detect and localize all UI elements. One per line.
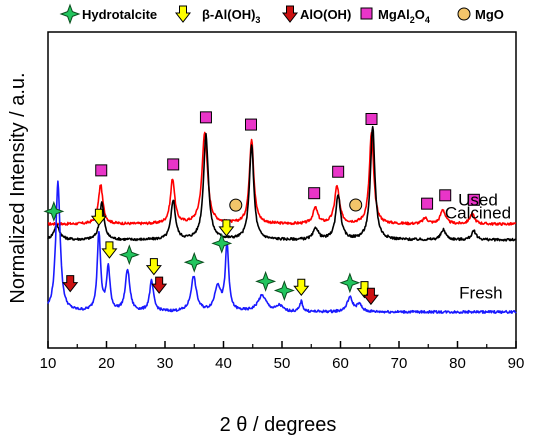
square-marker	[332, 165, 345, 178]
square-marker	[365, 112, 378, 125]
star-marker	[273, 280, 295, 302]
arrow-marker	[293, 278, 310, 297]
legend-sub-beta-aloh3: 3	[255, 15, 260, 25]
peak-markers	[43, 111, 480, 306]
series-line-fresh	[47, 180, 517, 314]
legend-label-alooh: AlO(OH)	[300, 7, 351, 22]
x-tick-label: 20	[98, 355, 115, 372]
circle-marker	[349, 198, 363, 212]
legend-item-mgo: MgO	[457, 7, 504, 22]
arrow-marker	[151, 276, 168, 294]
square-marker	[439, 189, 452, 202]
star-marker	[183, 251, 205, 273]
arrow-marker	[62, 275, 79, 293]
x-tick-label: 90	[508, 355, 525, 372]
series-label-calcined: Calcined	[445, 203, 511, 222]
down-arrow-icon	[174, 5, 192, 23]
legend-sub1-mgal2o4: 2	[410, 15, 415, 25]
legend-label-mgo: MgO	[475, 7, 504, 22]
circle-icon	[457, 7, 471, 21]
arrow-marker	[145, 258, 162, 276]
x-tick-label: 70	[391, 355, 408, 372]
star-marker	[255, 270, 277, 292]
arrow-marker	[362, 287, 379, 306]
y-axis-title: Normalized Intensity / a.u.	[7, 72, 29, 303]
square-marker	[421, 197, 434, 210]
star-icon	[59, 3, 81, 25]
legend-label-beta-aloh3: β-Al(OH)	[202, 7, 255, 22]
svg-text:MgAl2O4: MgAl2O4	[378, 7, 430, 25]
x-tick-label: 50	[274, 355, 291, 372]
svg-text:β-Al(OH)3: β-Al(OH)3	[202, 7, 260, 25]
legend-item-alooh: AlO(OH)	[281, 5, 351, 23]
star-marker	[211, 232, 233, 254]
star-marker	[339, 272, 361, 294]
square-marker	[244, 118, 257, 131]
square-marker	[95, 164, 108, 177]
series-label-used: Used	[458, 190, 498, 209]
square-marker	[308, 187, 321, 200]
series-label-fresh: Fresh	[459, 283, 502, 302]
arrow-marker	[90, 208, 107, 227]
legend-label-hydrotalcite: Hydrotalcite	[82, 7, 157, 22]
star-marker	[118, 244, 140, 266]
arrow-marker	[218, 219, 235, 237]
legend-label-mgal2o4: MgAl	[378, 7, 410, 22]
legend-item-hydrotalcite: Hydrotalcite	[59, 3, 157, 25]
x-tick-label: 40	[215, 355, 232, 372]
legend-item-beta-aloh3: β-Al(OH)3	[174, 5, 260, 25]
plot-area	[47, 31, 517, 349]
legend-tail-mgal2o4: O	[415, 7, 425, 22]
series-line-calcined	[47, 125, 517, 242]
x-axis-title: 2 θ / degrees	[220, 414, 337, 436]
down-arrow-icon	[281, 5, 299, 23]
legend: Hydrotalcite β-Al(OH)3 AlO(OH) MgAl2O4 M…	[59, 3, 504, 25]
square-icon	[360, 7, 373, 20]
x-tick-label: 30	[157, 355, 174, 372]
square-marker	[199, 111, 212, 124]
square-marker	[467, 193, 480, 206]
square-marker	[167, 158, 180, 171]
legend-sub2-mgal2o4: 4	[425, 15, 430, 25]
x-tick-label: 60	[332, 355, 349, 372]
legend-item-mgal2o4: MgAl2O4	[360, 7, 430, 25]
arrow-marker	[101, 241, 118, 259]
x-tick-label: 10	[40, 355, 57, 372]
x-axis-ticks: 10 20 30 40 50 60 70 80 90	[40, 341, 525, 372]
x-tick-label: 80	[449, 355, 466, 372]
star-marker	[43, 200, 65, 222]
circle-marker	[229, 198, 243, 212]
series-line-used	[47, 131, 517, 226]
